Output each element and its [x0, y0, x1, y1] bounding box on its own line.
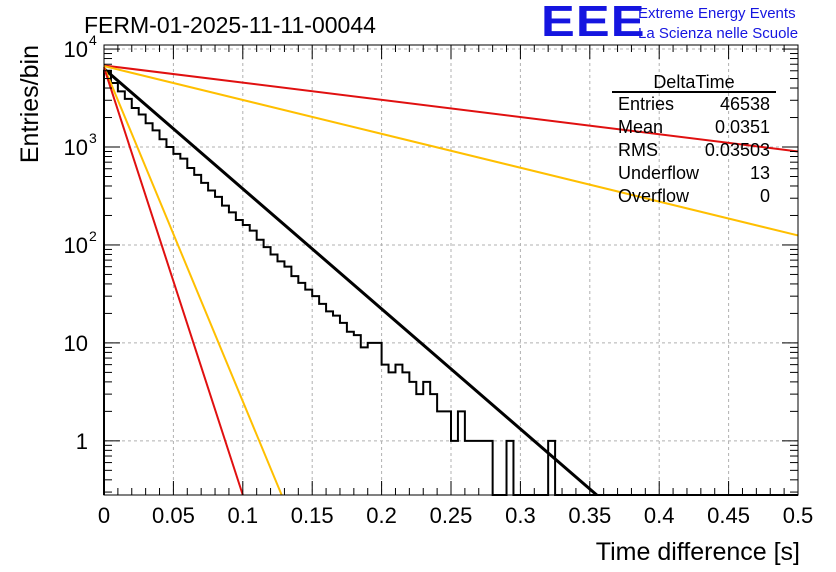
x-axis-label: Time difference [s]	[596, 538, 800, 566]
x-tick-label: 0.4	[644, 503, 675, 528]
stats-value: 0.03503	[705, 140, 770, 160]
grid-lines	[104, 45, 798, 495]
histogram	[103, 69, 798, 496]
x-tick-label: 0.35	[568, 503, 611, 528]
stats-value: 0.0351	[715, 117, 770, 137]
x-tick-label: 0.15	[291, 503, 334, 528]
y-tick-label: 1	[76, 429, 88, 454]
y-tick-label: 10	[64, 37, 88, 62]
run-title: FERM-01-2025-11-11-00044	[84, 12, 376, 38]
y-axis-label: Entries/bin	[16, 45, 44, 163]
y-tick-label: 10	[64, 135, 88, 160]
stats-label: Overflow	[618, 186, 690, 206]
curve-red-fast	[103, 67, 244, 496]
stats-title: DeltaTime	[653, 72, 734, 92]
y-tick-label: 10	[64, 331, 88, 356]
logo-line-1: Extreme Energy Events	[638, 5, 796, 22]
fit-curves	[103, 64, 799, 497]
x-tick-label: 0.25	[430, 503, 473, 528]
curve-orange-slow	[103, 65, 799, 237]
histogram-outline	[103, 69, 798, 496]
y-tick-exponent: 3	[89, 130, 97, 146]
x-tick-label: 0	[98, 503, 110, 528]
y-tick-label: 10	[64, 233, 88, 258]
x-tick-label: 0.1	[228, 503, 259, 528]
logo-mark: EEE	[541, 0, 646, 46]
stats-value: 46538	[720, 94, 770, 114]
x-tick-label: 0.2	[366, 503, 397, 528]
y-tick-exponent: 4	[89, 32, 97, 48]
curve-red-slow	[103, 64, 799, 153]
x-tick-labels: 0 0.05 0.1 0.15 0.2 0.25 0.3 0.35 0.4 0.45 0.5	[98, 503, 813, 528]
y-tick-exponent: 2	[89, 228, 97, 244]
x-tick-label: 0.05	[152, 503, 195, 528]
x-tick-label: 0.45	[707, 503, 750, 528]
eee-logo: EEE Extreme Energy Events La Scienza nel…	[541, 0, 831, 49]
logo-line-2: La Scienza nelle Scuole	[638, 25, 799, 42]
x-tick-label: 0.5	[783, 503, 814, 528]
stats-label: Underflow	[618, 163, 700, 183]
curve-exponential-fit	[103, 67, 598, 497]
stats-label: Mean	[618, 117, 663, 137]
curve-orange-fast	[103, 66, 283, 496]
stats-value: 13	[750, 163, 770, 183]
stats-label: RMS	[618, 140, 658, 160]
stats-box: DeltaTime Entries 46538 Mean 0.0351 RMS 0.035…	[612, 72, 776, 206]
stats-value: 0	[760, 186, 770, 206]
stats-label: Entries	[618, 94, 674, 114]
x-tick-label: 0.3	[505, 503, 536, 528]
axis-ticks	[103, 45, 799, 495]
